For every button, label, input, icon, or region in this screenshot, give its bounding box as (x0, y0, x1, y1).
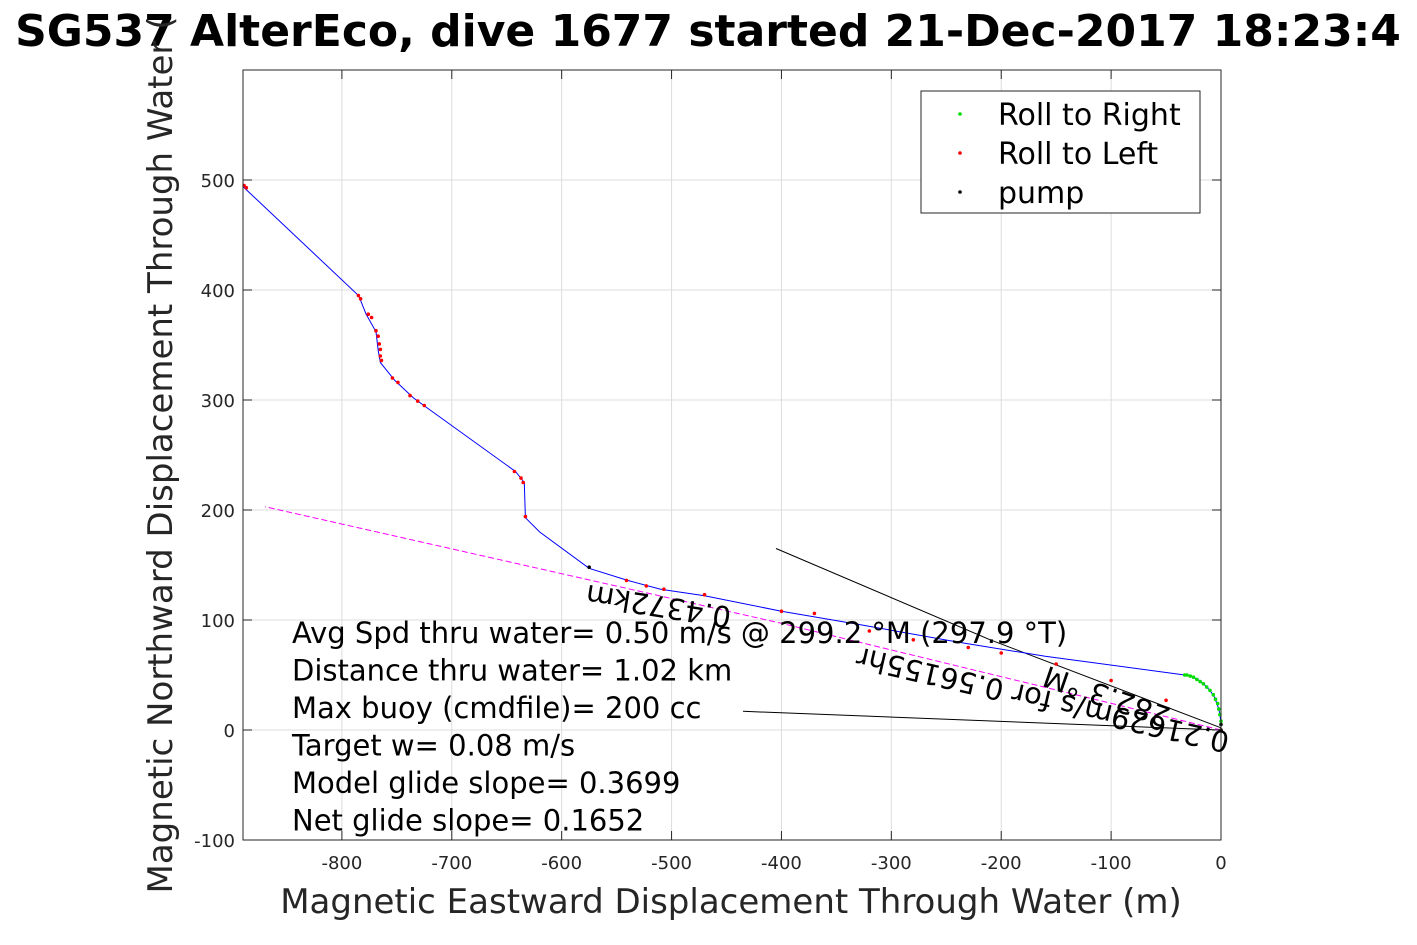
data-point-roll-to-left (415, 399, 420, 403)
y-tick-label: 300 (201, 391, 235, 412)
data-point-roll-to-right (1191, 675, 1196, 679)
data-point-roll-to-left (523, 514, 528, 519)
data-point-roll-to-left (779, 609, 784, 613)
chart-title: SG537 AlterEco, dive 1677 started 21-Dec… (15, 6, 1401, 57)
current-label: 0.21629m/s for 0.56155hr (853, 640, 1233, 759)
y-axis-label: Magnetic Northward Displacement Through … (141, 17, 181, 894)
stat-annotation: Max buoy (cmdfile)= 200 cc (292, 691, 701, 725)
data-point-roll-to-left (396, 380, 400, 385)
data-point-roll-to-right (1188, 674, 1193, 678)
data-point-roll-to-left (521, 480, 526, 485)
buoy-vector-line (742, 710, 1222, 731)
x-tick-label: -300 (871, 853, 912, 874)
data-point-roll-to-left (374, 328, 378, 333)
data-point-roll-to-left (812, 611, 817, 616)
y-tick-label: 500 (201, 171, 235, 192)
data-point-roll-to-left (662, 587, 666, 591)
data-point-roll-to-left (624, 578, 629, 583)
data-point-roll-to-left (867, 629, 872, 633)
x-tick-label: 0 (1215, 853, 1226, 874)
data-point-roll-to-right (1211, 693, 1216, 697)
data-point-roll-to-left (1109, 678, 1113, 683)
y-tick-label: 100 (201, 611, 235, 632)
legend-marker (958, 112, 962, 116)
legend-box (920, 90, 1201, 214)
data-point-roll-to-left (358, 297, 363, 301)
x-axis-label: Magnetic Eastward Displacement Through W… (280, 882, 1182, 922)
x-tick-label: -800 (321, 853, 362, 874)
data-point-roll-to-left (999, 651, 1004, 655)
stat-annotation: Model glide slope= 0.3699 (292, 766, 680, 800)
data-point-roll-to-right (1204, 685, 1209, 689)
x-tick-label: -100 (1091, 853, 1132, 874)
stat-annotation: Distance thru water= 1.02 km (292, 654, 732, 688)
legend-marker (958, 151, 962, 155)
data-point-roll-to-left (378, 354, 383, 358)
data-point-roll-to-left (244, 185, 249, 190)
data-point-roll-to-left (408, 393, 412, 398)
x-tick-label: -700 (431, 853, 472, 874)
data-point-roll-to-right (1215, 701, 1220, 706)
data-point-roll-to-right (1195, 677, 1199, 682)
stat-annotation: Net glide slope= 0.1652 (292, 804, 644, 838)
x-tick-label: -200 (981, 853, 1022, 874)
data-point-roll-to-left (422, 403, 427, 408)
x-tick-label: -400 (761, 853, 802, 874)
stat-annotation: Avg Spd thru water= 0.50 m/s @ 299.2 °M … (292, 616, 1067, 650)
data-point-pump (587, 565, 591, 569)
data-point-roll-to-right (1213, 697, 1218, 701)
data-point-roll-to-right (1198, 679, 1202, 684)
legend-label: pump (998, 176, 1084, 211)
x-tick-label: -600 (541, 853, 582, 874)
data-point-roll-to-left (644, 584, 649, 588)
legend-marker (958, 190, 962, 194)
data-point-roll-to-right (1182, 673, 1187, 677)
annotation-text: Avg Spd thru water= 0.50 m/s @ 299.2 °M … (291, 616, 1067, 838)
data-point-roll-to-left (512, 469, 517, 474)
data-point-roll-to-right (1217, 707, 1221, 711)
legend-label: Roll to Left (998, 137, 1158, 172)
data-point-roll-to-left (379, 358, 384, 363)
axis-ticks: -800 -700 -600 -500 -400 -300 -200 -100 0 -100 0 10… (194, 70, 1227, 874)
data-point-roll-to-left (966, 645, 971, 650)
y-tick-label: 0 (224, 721, 235, 742)
data-point-roll-to-left (376, 334, 380, 339)
legend-label: Roll to Right (998, 98, 1181, 133)
legend: Roll to Right Roll to Left pump (920, 90, 1201, 214)
x-tick-label: -500 (651, 853, 692, 874)
data-point-roll-to-left (1054, 662, 1058, 666)
data-point-roll-to-left (369, 315, 374, 320)
data-point-roll-to-left (356, 293, 361, 298)
data-point-roll-to-left (377, 342, 382, 346)
y-tick-label: 200 (201, 501, 235, 522)
data-point-roll-to-left (1164, 698, 1168, 703)
data-point-roll-to-left (390, 376, 395, 380)
stat-annotation: Target w= 0.08 m/s (291, 729, 575, 763)
glide-path-line (264, 506, 1222, 731)
data-point-roll-to-left (366, 312, 371, 317)
data-point-roll-to-left (911, 638, 916, 642)
data-point-roll-to-left (702, 592, 707, 597)
data-point-roll-to-right (1201, 682, 1206, 686)
plot-area-frame (242, 69, 1222, 841)
data-point-roll-to-right (1208, 688, 1212, 693)
y-tick-label: 400 (201, 281, 235, 302)
y-tick-label: -100 (194, 831, 235, 852)
current-vector-line (775, 548, 1222, 729)
data-point-roll-to-left (378, 347, 383, 352)
grid-lines (243, 70, 1222, 841)
data-point-roll-to-left (519, 476, 523, 480)
